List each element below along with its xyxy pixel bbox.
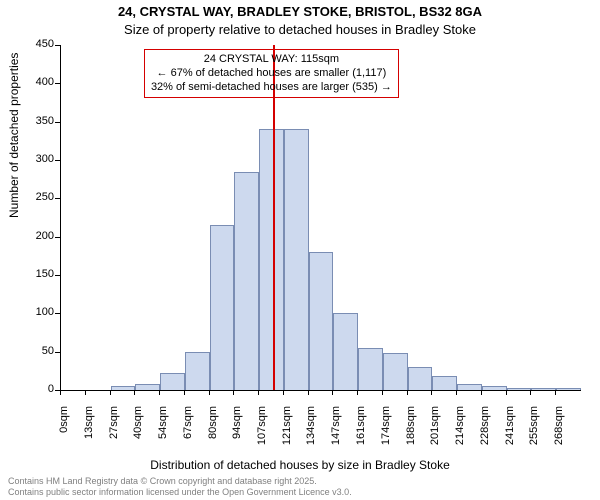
y-tick-mark bbox=[55, 45, 60, 46]
x-tick-label: 255sqm bbox=[528, 406, 540, 445]
x-tick-mark bbox=[184, 390, 185, 395]
x-tick-label: 80sqm bbox=[207, 406, 219, 439]
y-tick-mark bbox=[55, 122, 60, 123]
histogram-bar bbox=[234, 172, 259, 391]
y-tick-label: 50 bbox=[20, 345, 54, 357]
x-tick-mark bbox=[233, 390, 234, 395]
histogram-bar bbox=[160, 373, 185, 390]
x-tick-mark bbox=[85, 390, 86, 395]
x-tick-mark bbox=[530, 390, 531, 395]
x-tick-mark bbox=[481, 390, 482, 395]
y-tick-label: 100 bbox=[20, 306, 54, 318]
y-tick-label: 450 bbox=[20, 38, 54, 50]
histogram-bar bbox=[259, 129, 284, 390]
x-tick-mark bbox=[258, 390, 259, 395]
x-tick-mark bbox=[456, 390, 457, 395]
y-tick-mark bbox=[55, 313, 60, 314]
y-tick-label: 0 bbox=[20, 383, 54, 395]
y-axis-label: Number of detached properties bbox=[7, 52, 21, 217]
x-tick-label: 13sqm bbox=[83, 406, 95, 439]
x-tick-label: 121sqm bbox=[281, 406, 293, 445]
x-tick-label: 147sqm bbox=[330, 406, 342, 445]
x-tick-mark bbox=[159, 390, 160, 395]
x-tick-label: 54sqm bbox=[157, 406, 169, 439]
x-tick-mark bbox=[60, 390, 61, 395]
y-tick-mark bbox=[55, 237, 60, 238]
histogram-bar bbox=[482, 386, 507, 390]
x-axis-label: Distribution of detached houses by size … bbox=[0, 458, 600, 472]
x-tick-mark bbox=[332, 390, 333, 395]
x-tick-label: 201sqm bbox=[429, 406, 441, 445]
x-tick-label: 268sqm bbox=[553, 406, 565, 445]
y-tick-mark bbox=[55, 160, 60, 161]
x-tick-label: 188sqm bbox=[405, 406, 417, 445]
x-tick-label: 241sqm bbox=[504, 406, 516, 445]
x-tick-label: 214sqm bbox=[454, 406, 466, 445]
copyright-block: Contains HM Land Registry data © Crown c… bbox=[8, 476, 352, 497]
histogram-bar bbox=[185, 352, 210, 390]
y-tick-label: 300 bbox=[20, 153, 54, 165]
x-tick-label: 27sqm bbox=[108, 406, 120, 439]
y-tick-mark bbox=[55, 83, 60, 84]
x-tick-label: 174sqm bbox=[380, 406, 392, 445]
histogram-bar bbox=[383, 353, 408, 390]
x-tick-label: 67sqm bbox=[182, 406, 194, 439]
histogram-bar bbox=[135, 384, 160, 390]
histogram-bar bbox=[531, 388, 556, 390]
histogram-bar bbox=[408, 367, 433, 390]
chart-title: 24, CRYSTAL WAY, BRADLEY STOKE, BRISTOL,… bbox=[0, 4, 600, 19]
annotation-line3: 32% of semi-detached houses are larger (… bbox=[151, 81, 392, 95]
x-tick-label: 134sqm bbox=[306, 406, 318, 445]
histogram-bar bbox=[333, 313, 358, 390]
x-tick-mark bbox=[382, 390, 383, 395]
histogram-bar bbox=[556, 388, 581, 390]
x-tick-label: 161sqm bbox=[355, 406, 367, 445]
y-tick-label: 200 bbox=[20, 230, 54, 242]
x-tick-label: 0sqm bbox=[58, 406, 70, 433]
x-tick-mark bbox=[555, 390, 556, 395]
x-tick-label: 40sqm bbox=[132, 406, 144, 439]
histogram-bar bbox=[507, 388, 532, 390]
x-tick-label: 107sqm bbox=[256, 406, 268, 445]
x-tick-mark bbox=[506, 390, 507, 395]
copyright-line1: Contains HM Land Registry data © Crown c… bbox=[8, 476, 352, 486]
y-tick-label: 400 bbox=[20, 76, 54, 88]
y-tick-mark bbox=[55, 198, 60, 199]
x-tick-mark bbox=[209, 390, 210, 395]
histogram-bar bbox=[284, 129, 309, 390]
x-tick-mark bbox=[407, 390, 408, 395]
histogram-bar bbox=[210, 225, 235, 390]
y-tick-mark bbox=[55, 275, 60, 276]
histogram-bar bbox=[111, 386, 136, 390]
x-tick-label: 94sqm bbox=[231, 406, 243, 439]
x-tick-label: 228sqm bbox=[479, 406, 491, 445]
annotation-box: 24 CRYSTAL WAY: 115sqm ← 67% of detached… bbox=[144, 49, 399, 98]
y-tick-mark bbox=[55, 352, 60, 353]
x-tick-mark bbox=[134, 390, 135, 395]
x-tick-mark bbox=[110, 390, 111, 395]
x-tick-mark bbox=[431, 390, 432, 395]
y-tick-label: 350 bbox=[20, 115, 54, 127]
y-tick-label: 250 bbox=[20, 191, 54, 203]
histogram-bar bbox=[309, 252, 334, 390]
x-tick-mark bbox=[283, 390, 284, 395]
copyright-line2: Contains public sector information licen… bbox=[8, 487, 352, 497]
x-tick-mark bbox=[308, 390, 309, 395]
plot-area: 24 CRYSTAL WAY: 115sqm ← 67% of detached… bbox=[60, 45, 581, 391]
x-tick-mark bbox=[357, 390, 358, 395]
histogram-bar bbox=[457, 384, 482, 390]
annotation-line1: 24 CRYSTAL WAY: 115sqm bbox=[151, 53, 392, 67]
histogram-bar bbox=[432, 376, 457, 390]
histogram-bar bbox=[358, 348, 383, 390]
annotation-line2: ← 67% of detached houses are smaller (1,… bbox=[151, 67, 392, 81]
y-tick-label: 150 bbox=[20, 268, 54, 280]
chart-container: 24, CRYSTAL WAY, BRADLEY STOKE, BRISTOL,… bbox=[0, 0, 600, 500]
chart-subtitle: Size of property relative to detached ho… bbox=[0, 22, 600, 37]
